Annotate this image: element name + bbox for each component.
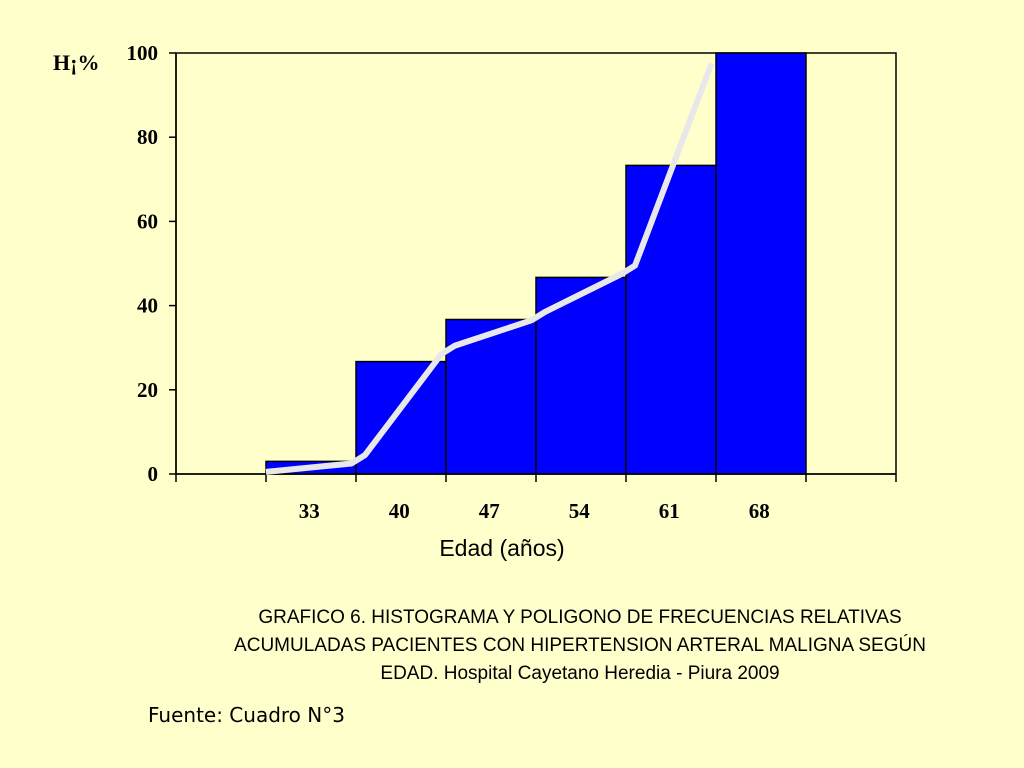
y-axis-title: H¡%: [53, 50, 99, 75]
x-tick-label-47: 47: [479, 499, 500, 523]
bar-40: [355, 360, 447, 475]
polygon-layer: [265, 62, 715, 475]
source-note: Fuente: Cuadro N°3: [148, 703, 345, 727]
x-tick-label-61: 61: [659, 499, 680, 523]
y-tick-label-20: 20: [137, 378, 158, 402]
bar-68: [715, 52, 807, 475]
y-tick-label-100: 100: [127, 41, 159, 65]
x-tick-label-33: 33: [299, 499, 320, 523]
cumulative-frequency-polygon: [265, 62, 715, 475]
x-tick-label-40: 40: [389, 499, 410, 523]
bars-layer: [265, 52, 807, 475]
labels-layer: 0 20 40 60 80 100 33 40 47 54 61 68 H¡% Edad (años): [53, 41, 770, 561]
figure-caption: GRAFICO 6. HISTOGRAMA Y POLIGONO DE FREC…: [160, 604, 1000, 688]
y-tick-label-80: 80: [137, 125, 158, 149]
x-tick-label-68: 68: [749, 499, 770, 523]
y-tick-label-60: 60: [137, 209, 158, 233]
axes-layer: [169, 52, 897, 482]
y-tick-label-0: 0: [148, 462, 159, 486]
caption-line-2: ACUMULADAS PACIENTES CON HIPERTENSION AR…: [234, 635, 926, 656]
y-tick-label-40: 40: [137, 294, 158, 318]
caption-line-3: EDAD. Hospital Cayetano Heredia - Piura …: [380, 663, 780, 684]
x-axis-title: Edad (años): [439, 535, 564, 561]
caption-line-1: GRAFICO 6. HISTOGRAMA Y POLIGONO DE FREC…: [258, 607, 902, 628]
x-tick-label-54: 54: [569, 499, 591, 523]
bar-61: [625, 164, 717, 475]
histogram-chart: 0 20 40 60 80 100 33 40 47 54 61 68 H¡% Edad (años): [53, 41, 897, 561]
